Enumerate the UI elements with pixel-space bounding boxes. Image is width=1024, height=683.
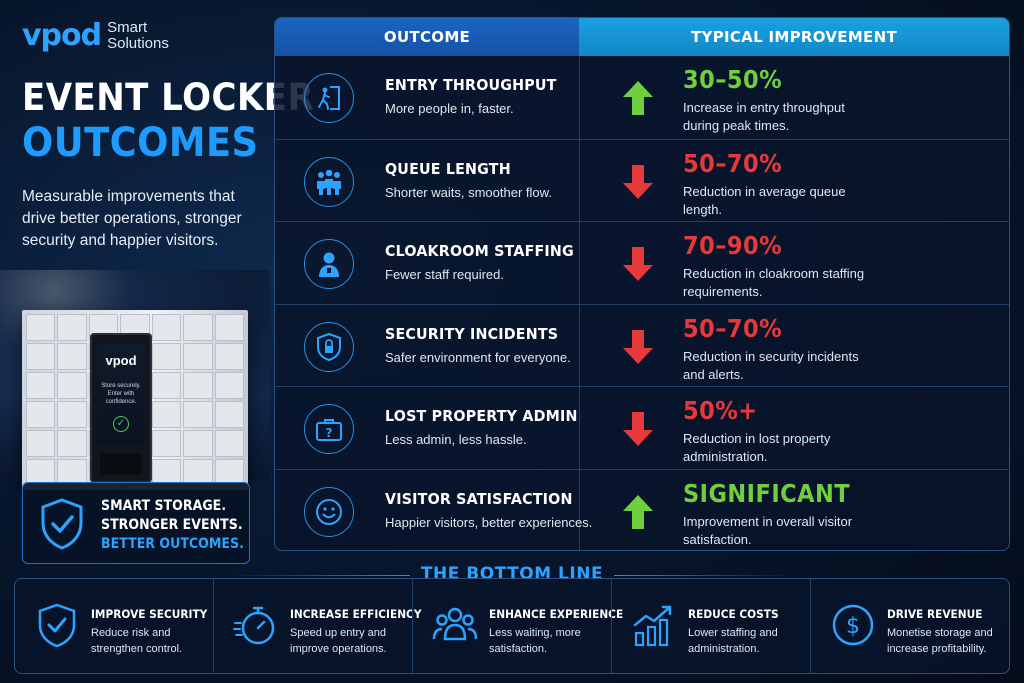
table-row: SECURITY INCIDENTS Safer environment for… — [275, 303, 1009, 386]
brand-tagline: Smart Solutions — [107, 18, 169, 52]
bottom-line-text: Monetise storage and increase profitabil… — [887, 627, 993, 655]
bottom-line-item: ENHANCE EXPERIENCE Less waiting, more sa… — [412, 579, 623, 673]
row-description: Reduction in cloakroom staffing requirem… — [683, 266, 865, 299]
row-description: Reduction in security incidents and aler… — [683, 348, 859, 382]
bottom-line-head: INCREASE EFFICIENCY — [290, 607, 422, 621]
row-value: SIGNIFICANT — [683, 478, 851, 508]
row-description: Reduction in lost property administratio… — [683, 431, 831, 464]
promo-line2: STRONGER EVENTS. — [101, 517, 243, 533]
row-title: SECURITY INCIDENTS — [385, 324, 559, 343]
bottom-line-head: REDUCE COSTS — [688, 607, 779, 621]
row-subtitle: Less admin, less hassle. — [385, 432, 527, 447]
smiley-face-icon — [304, 486, 354, 537]
row-description: Increase in entry throughput during peak… — [683, 100, 845, 133]
divider-line — [230, 575, 410, 576]
row-title: ENTRY THROUGHPUT — [385, 76, 557, 94]
promo-line1: SMART STORAGE. — [101, 498, 227, 514]
page-title-line2: OUTCOMES — [22, 120, 259, 166]
header-typical-improvement: TYPICAL IMPROVEMENT — [579, 18, 1009, 56]
bar-chart-growth-icon — [633, 605, 672, 647]
promo-text: SMART STORAGE. STRONGER EVENTS. BETTER O… — [101, 497, 244, 554]
brand-tagline-line2: Solutions — [107, 34, 169, 52]
bottom-line-text: Lower staffing and administration. — [688, 627, 778, 655]
stopwatch-icon — [233, 606, 275, 645]
bottom-line-item: REDUCE COSTS Lower staffing and administ… — [611, 579, 810, 673]
kiosk-screen: vpod Store securely. Enter with confiden… — [97, 343, 145, 443]
outcomes-table: OUTCOME TYPICAL IMPROVEMENT ENTRY THROUG… — [274, 17, 1010, 551]
arrow-up-icon — [623, 494, 653, 529]
row-value: 30–50% — [683, 65, 783, 94]
row-subtitle: Fewer staff required. — [385, 267, 504, 282]
row-value: 50–70% — [683, 313, 783, 343]
bottom-line-text: Reduce risk and strengthen control. — [91, 627, 183, 655]
brand-logo: vpod — [22, 18, 102, 53]
row-value: 50–70% — [683, 148, 783, 178]
table-row: QUEUE LENGTH Shorter waits, smoother flo… — [275, 138, 1009, 221]
arrow-down-icon — [623, 412, 653, 446]
card-reader — [100, 453, 142, 475]
arrow-down-icon — [623, 329, 653, 364]
page-title-line1: EVENT LOCKER — [22, 76, 315, 119]
dollar-coin-icon: $ — [832, 604, 874, 646]
kiosk-logo: vpod — [105, 353, 137, 368]
bottom-line-item: $ DRIVE REVENUE Monetise storage and inc… — [810, 579, 1009, 673]
row-subtitle: Happier visitors, better experiences. — [385, 514, 593, 530]
bottom-line-head: ENHANCE EXPERIENCE — [489, 607, 624, 621]
row-title: LOST PROPERTY ADMIN — [385, 407, 578, 425]
people-group-icon — [304, 156, 354, 207]
table-row: ENTRY THROUGHPUT More people in, faster.… — [275, 56, 1009, 139]
bottom-line-head: IMPROVE SECURITY — [91, 607, 208, 621]
staff-person-icon — [304, 239, 354, 289]
bottom-line-item: IMPROVE SECURITY Reduce risk and strengt… — [15, 579, 213, 673]
table-row: CLOAKROOM STAFFING Fewer staff required.… — [275, 221, 1009, 304]
row-title: VISITOR SATISFACTION — [385, 489, 573, 508]
promo-line3: BETTER OUTCOMES. — [101, 536, 244, 552]
row-value: 50%+ — [683, 396, 758, 425]
bottom-line-item: INCREASE EFFICIENCY Speed up entry and i… — [213, 579, 421, 673]
svg-text:$: $ — [846, 614, 860, 639]
check-icon: ✓ — [113, 416, 129, 432]
arrow-down-icon — [623, 247, 653, 281]
row-subtitle: Shorter waits, smoother flow. — [385, 184, 552, 200]
shield-lock-icon — [304, 321, 354, 372]
row-title: QUEUE LENGTH — [385, 159, 511, 178]
row-subtitle: More people in, faster. — [385, 101, 514, 116]
table-row: ? LOST PROPERTY ADMIN Less admin, less h… — [275, 386, 1009, 469]
arrow-down-icon — [623, 164, 653, 199]
row-description: Improvement in overall visitor satisfact… — [683, 513, 853, 547]
bottom-line-text: Less waiting, more satisfaction. — [489, 627, 581, 655]
kiosk: vpod Store securely. Enter with confiden… — [90, 333, 152, 483]
intro-text: Measurable improvements that drive bette… — [22, 188, 242, 249]
people-icon — [432, 607, 478, 641]
row-subtitle: Safer environment for everyone. — [385, 349, 571, 365]
brand: vpod Smart Solutions — [22, 18, 169, 53]
brand-tagline-line1: Smart — [107, 18, 148, 36]
svg-text:?: ? — [326, 426, 333, 440]
shield-check-icon — [38, 603, 76, 648]
promo-box: SMART STORAGE. STRONGER EVENTS. BETTER O… — [22, 482, 250, 564]
table-header: OUTCOME TYPICAL IMPROVEMENT — [275, 18, 1009, 56]
arrow-up-icon — [623, 81, 653, 115]
row-title: CLOAKROOM STAFFING — [385, 242, 574, 260]
bottom-line-text: Speed up entry and improve operations. — [290, 627, 387, 655]
kiosk-text: Store securely. Enter with confidence. — [101, 383, 141, 405]
table-row: VISITOR SATISFACTION Happier visitors, b… — [275, 468, 1009, 550]
briefcase-question-icon: ? — [304, 404, 354, 454]
row-value: 70–90% — [683, 231, 783, 260]
bottom-line-head: DRIVE REVENUE — [887, 607, 983, 621]
table-body: ENTRY THROUGHPUT More people in, faster.… — [275, 56, 1009, 550]
person-entering-door-icon — [304, 73, 354, 123]
shield-check-icon — [41, 498, 83, 550]
bottom-line-box: IMPROVE SECURITY Reduce risk and strengt… — [14, 578, 1010, 674]
row-description: Reduction in average queue length. — [683, 183, 846, 217]
header-outcome: OUTCOME — [275, 18, 579, 56]
